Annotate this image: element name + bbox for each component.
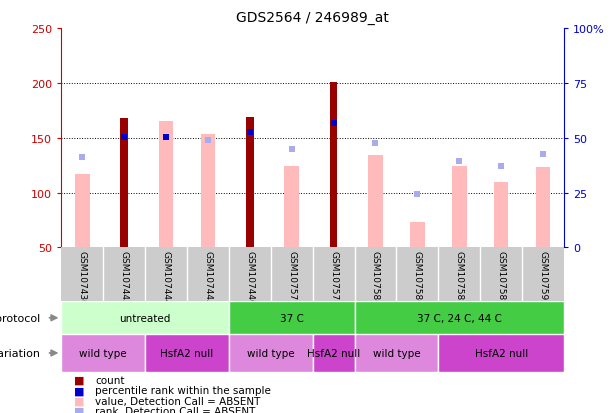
Text: GSM107444: GSM107444 xyxy=(161,250,170,305)
Text: GSM107446: GSM107446 xyxy=(245,250,254,305)
Text: untreated: untreated xyxy=(120,313,171,323)
Text: HsfA2 null: HsfA2 null xyxy=(474,348,528,358)
Text: 37 C, 24 C, 44 C: 37 C, 24 C, 44 C xyxy=(417,313,501,323)
Bar xyxy=(61,301,229,335)
Text: protocol: protocol xyxy=(0,313,40,323)
Text: percentile rank within the sample: percentile rank within the sample xyxy=(95,385,271,395)
Text: ■: ■ xyxy=(74,385,84,395)
Bar xyxy=(368,156,383,248)
Bar xyxy=(159,122,173,248)
Text: HsfA2 null: HsfA2 null xyxy=(161,348,213,358)
Text: value, Detection Call = ABSENT: value, Detection Call = ABSENT xyxy=(95,396,261,406)
Bar xyxy=(354,301,564,335)
Text: GSM107577: GSM107577 xyxy=(287,250,296,305)
Bar xyxy=(494,182,508,248)
Text: GSM107586: GSM107586 xyxy=(413,250,422,305)
Text: GSM107579: GSM107579 xyxy=(329,250,338,305)
Bar xyxy=(200,135,215,248)
Bar xyxy=(75,174,89,248)
Text: HsfA2 null: HsfA2 null xyxy=(307,348,360,358)
Text: ■: ■ xyxy=(74,375,84,385)
Title: GDS2564 / 246989_at: GDS2564 / 246989_at xyxy=(236,11,389,25)
Bar xyxy=(145,335,229,372)
Text: GSM107589: GSM107589 xyxy=(497,250,506,305)
Bar xyxy=(61,335,145,372)
Bar xyxy=(229,335,313,372)
Text: GSM107443: GSM107443 xyxy=(120,250,129,305)
Text: ■: ■ xyxy=(74,406,84,413)
Bar xyxy=(313,335,354,372)
Text: rank, Detection Call = ABSENT: rank, Detection Call = ABSENT xyxy=(95,406,256,413)
Bar xyxy=(120,119,128,248)
Text: GSM107436: GSM107436 xyxy=(78,250,87,305)
Bar xyxy=(536,168,550,248)
Text: GSM107445: GSM107445 xyxy=(204,250,213,305)
Bar xyxy=(284,167,299,248)
Text: count: count xyxy=(95,375,124,385)
Bar xyxy=(410,223,425,248)
Bar xyxy=(452,167,466,248)
Text: GSM107587: GSM107587 xyxy=(455,250,464,305)
Bar xyxy=(246,118,254,248)
Text: GSM107591: GSM107591 xyxy=(538,250,547,305)
Bar xyxy=(354,335,438,372)
Bar xyxy=(229,301,354,335)
Text: ■: ■ xyxy=(74,396,84,406)
Text: wild type: wild type xyxy=(373,348,421,358)
Text: genotype/variation: genotype/variation xyxy=(0,348,40,358)
Bar xyxy=(330,83,337,248)
Text: wild type: wild type xyxy=(79,348,127,358)
Bar xyxy=(438,335,564,372)
Text: wild type: wild type xyxy=(247,348,295,358)
Text: GSM107580: GSM107580 xyxy=(371,250,380,305)
Text: 37 C: 37 C xyxy=(280,313,303,323)
